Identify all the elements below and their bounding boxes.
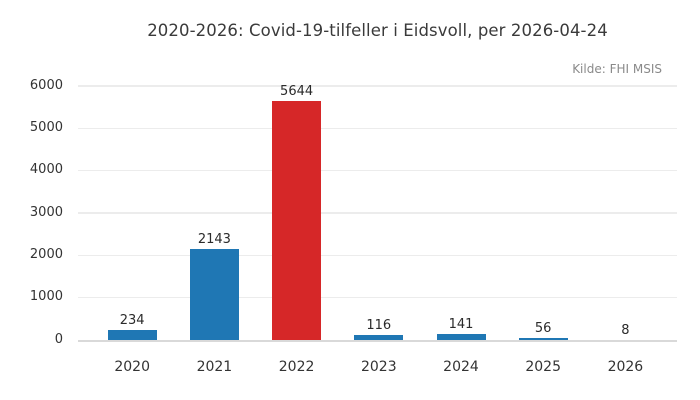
bar-2022	[272, 101, 322, 340]
x-tick-label: 2024	[443, 359, 479, 375]
zero-gridline	[78, 339, 677, 343]
x-tick-label: 2026	[607, 359, 644, 375]
bar-value-label: 8	[621, 322, 630, 338]
bar-2020	[107, 330, 157, 340]
bar-value-label: 56	[534, 320, 552, 336]
x-tick-label: 2021	[196, 359, 233, 375]
x-tick-label: 2020	[114, 359, 150, 375]
chart-title: 2020-2026: Covid-19-tilfeller i Eidsvoll…	[147, 21, 608, 40]
bar-value-label: 234	[119, 313, 145, 329]
bar-2021	[189, 249, 239, 340]
y-tick-label: 3000	[29, 204, 63, 220]
y-tick-label: 1000	[29, 289, 63, 305]
gridline-4000	[78, 169, 677, 172]
x-tick-label: 2022	[278, 359, 315, 375]
bar-value-label: 5644	[280, 84, 314, 100]
y-tick-label: 5000	[29, 119, 63, 135]
gridline-5000	[78, 127, 677, 130]
y-tick-label: 0	[54, 331, 63, 347]
gridline-6000	[78, 85, 677, 87]
bar-2023	[354, 335, 404, 340]
bar-2024	[436, 334, 486, 340]
x-tick-label: 2025	[525, 359, 561, 375]
y-tick-label: 2000	[29, 246, 63, 262]
gridline-3000	[78, 212, 677, 214]
bar-value-label: 2143	[197, 232, 231, 248]
y-tick-label: 6000	[29, 77, 63, 93]
bar-value-label: 116	[366, 318, 392, 334]
bar-2025	[518, 337, 568, 340]
gridline-2000	[78, 254, 677, 257]
gridline-1000	[78, 296, 677, 299]
bar-value-label: 141	[448, 317, 474, 333]
source-note: Kilde: FHI MSIS	[572, 62, 662, 76]
y-tick-label: 4000	[29, 162, 63, 178]
x-tick-label: 2023	[360, 359, 397, 375]
